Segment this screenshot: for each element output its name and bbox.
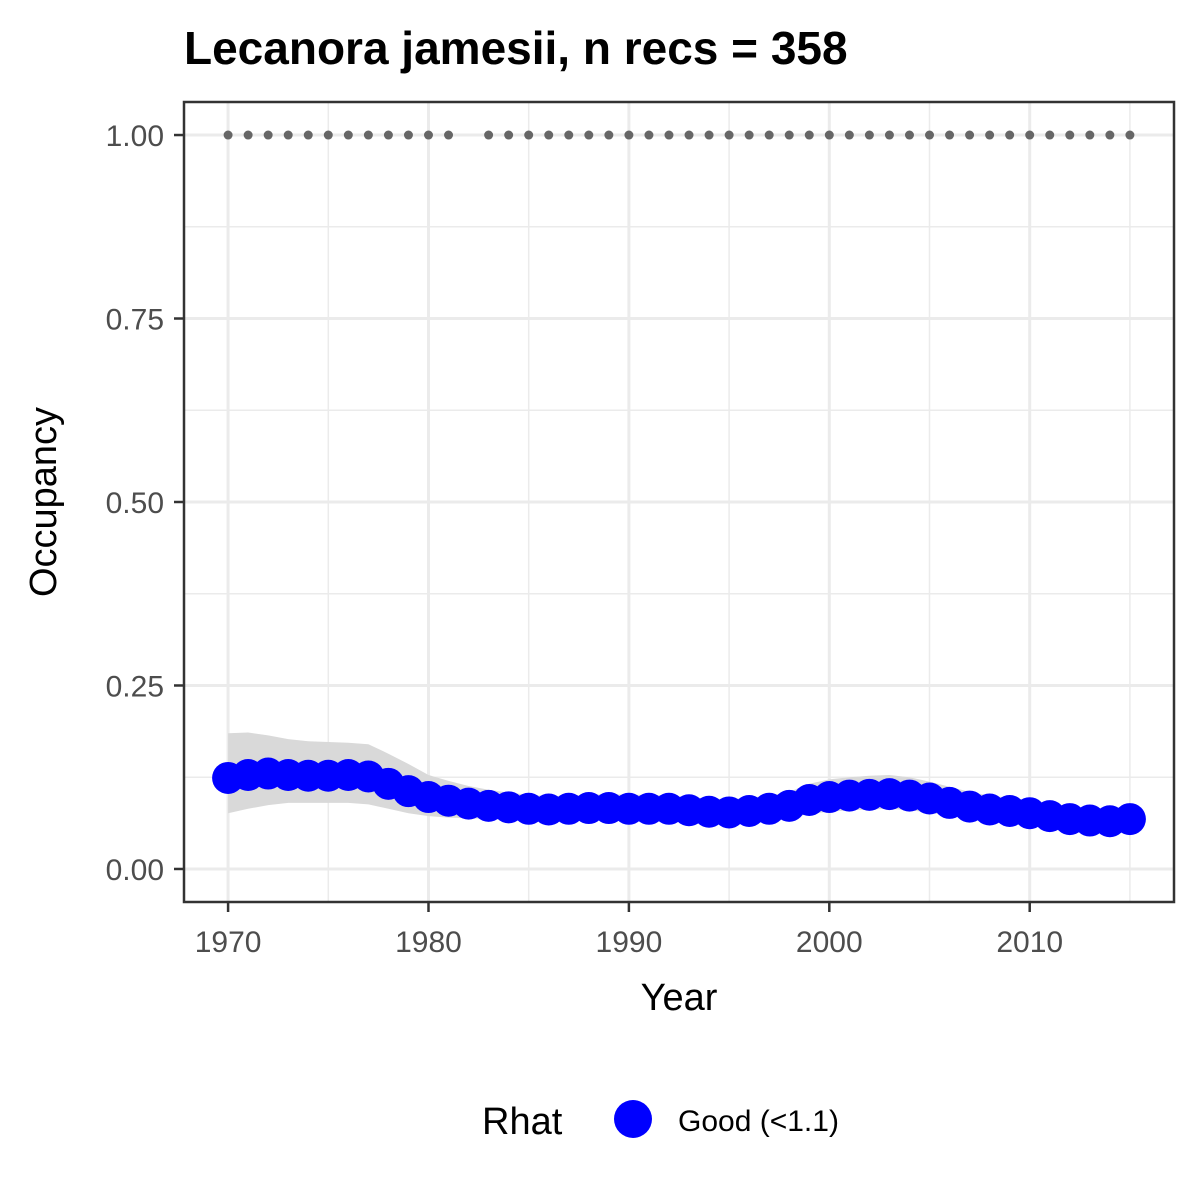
major-gridlines <box>184 102 1174 902</box>
record-year-dot <box>1045 130 1055 140</box>
y-tick-label: 0.50 <box>106 487 164 520</box>
record-year-dot <box>484 130 494 140</box>
record-year-dot <box>824 130 834 140</box>
legend-title: Rhat <box>482 1101 563 1143</box>
record-year-dot <box>844 130 854 140</box>
record-year-dot <box>1105 130 1115 140</box>
record-year-dot <box>1125 130 1135 140</box>
record-year-dot <box>764 130 774 140</box>
x-tick-label: 2010 <box>996 926 1063 959</box>
record-year-dot <box>664 130 674 140</box>
record-year-dot <box>223 130 233 140</box>
record-year-dot <box>945 130 955 140</box>
record-year-dot <box>403 130 413 140</box>
record-year-dot <box>1065 130 1075 140</box>
record-year-dot <box>724 130 734 140</box>
record-year-dot <box>1085 130 1095 140</box>
record-year-dot <box>303 130 313 140</box>
legend-label-good: Good (<1.1) <box>678 1105 839 1138</box>
y-tick-label: 1.00 <box>106 120 164 153</box>
x-tick-label: 1970 <box>195 926 262 959</box>
y-tick-label: 0.25 <box>106 670 164 703</box>
record-year-dot <box>524 130 534 140</box>
occupancy-point <box>1113 803 1146 836</box>
record-year-dot <box>864 130 874 140</box>
record-year-dot <box>423 130 433 140</box>
record-year-dot <box>343 130 353 140</box>
record-year-dot <box>884 130 894 140</box>
y-tick-label: 0.00 <box>106 854 164 887</box>
legend-key-good <box>614 1100 652 1138</box>
record-year-dot <box>965 130 975 140</box>
x-tick-label: 1980 <box>395 926 462 959</box>
legend: Rhat Good (<1.1) <box>482 1100 839 1143</box>
y-axis: 0.00 0.25 0.50 0.75 1.00 <box>106 120 183 887</box>
x-tick-label: 2000 <box>796 926 863 959</box>
chart-title: Lecanora jamesii, n recs = 358 <box>184 22 848 74</box>
record-year-dot <box>604 130 614 140</box>
record-year-dot <box>1025 130 1035 140</box>
record-year-dot <box>283 130 293 140</box>
record-year-markers <box>223 130 1135 140</box>
record-year-dot <box>985 130 995 140</box>
record-year-dot <box>804 130 814 140</box>
record-year-dot <box>784 130 794 140</box>
record-year-dot <box>1005 130 1015 140</box>
occupancy-estimate-points <box>212 757 1146 838</box>
record-year-dot <box>444 130 454 140</box>
record-year-dot <box>704 130 714 140</box>
record-year-dot <box>624 130 634 140</box>
record-year-dot <box>323 130 333 140</box>
record-year-dot <box>644 130 654 140</box>
record-year-dot <box>684 130 694 140</box>
record-year-dot <box>904 130 914 140</box>
y-tick-label: 0.75 <box>106 304 164 337</box>
record-year-dot <box>925 130 935 140</box>
record-year-dot <box>544 130 554 140</box>
y-axis-title: Occupancy <box>23 407 65 597</box>
record-year-dot <box>383 130 393 140</box>
record-year-dot <box>564 130 574 140</box>
panel-border <box>182 100 1176 904</box>
plot-panel <box>182 100 1176 904</box>
record-year-dot <box>584 130 594 140</box>
x-axis: 1970 1980 1990 2000 2010 <box>195 903 1063 959</box>
record-year-dot <box>363 130 373 140</box>
record-year-dot <box>504 130 514 140</box>
record-year-dot <box>263 130 273 140</box>
record-year-dot <box>744 130 754 140</box>
x-axis-title: Year <box>641 977 718 1019</box>
record-year-dot <box>243 130 253 140</box>
x-tick-label: 1990 <box>596 926 663 959</box>
